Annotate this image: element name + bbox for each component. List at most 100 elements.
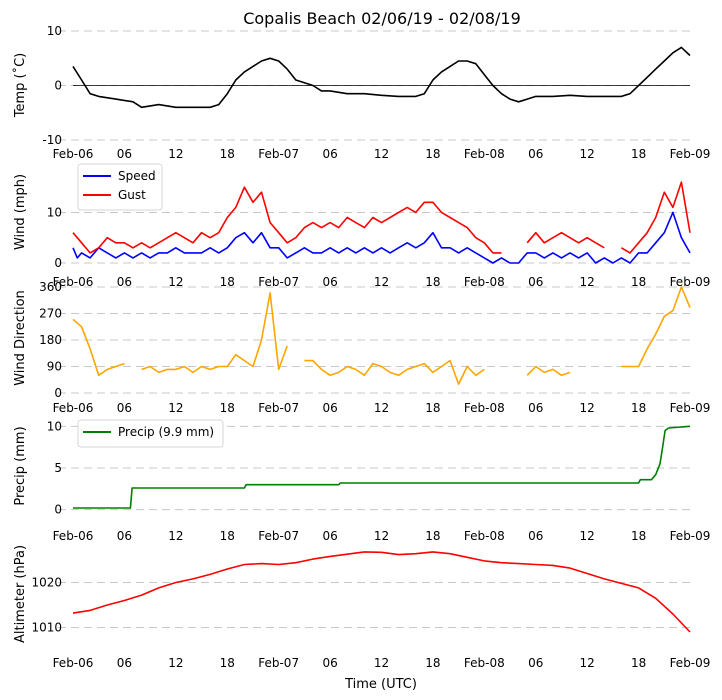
x-tick-label-dir-7: 18 [425, 401, 440, 415]
x-tick-label-alt-11: 18 [631, 656, 646, 670]
x-tick-label-wind-8: Feb-08 [464, 275, 505, 289]
legend-precip: Precip (9.9 mm) [77, 419, 224, 448]
x-tick-label-dir-1: 06 [117, 401, 132, 415]
y-tick-label-dir-1: 90 [47, 360, 62, 374]
y-axis-label-alt: Altimeter (hPa) [13, 545, 28, 643]
x-tick-label-alt-0: Feb-06 [53, 656, 94, 670]
x-tick-label-precip-11: 18 [631, 529, 646, 543]
x-tick-label-dir-3: 18 [220, 401, 235, 415]
x-tick-label-temp-7: 18 [425, 147, 440, 161]
y-axis-label-temp: Temp (˚C) [12, 53, 28, 119]
series-line-wind-0 [72, 211, 691, 264]
x-tick-label-alt-2: 12 [168, 656, 183, 670]
x-tick-label-wind-5: 06 [322, 275, 337, 289]
x-tick-label-temp-6: 12 [374, 147, 389, 161]
x-tick-label-dir-9: 06 [528, 401, 543, 415]
x-tick-label-wind-9: 06 [528, 275, 543, 289]
x-tick-label-alt-4: Feb-07 [258, 656, 299, 670]
x-tick-label-temp-11: 18 [631, 147, 646, 161]
x-tick-label-temp-1: 06 [117, 147, 132, 161]
y-tick-label-precip-0: 0 [54, 503, 62, 517]
panel-dir: 0 90 180 270 360 Wind Direction Feb-06 06 12 18 Fe… [13, 280, 710, 415]
series-line-precip-0 [73, 425, 691, 509]
x-tick-label-temp-4: Feb-07 [258, 147, 299, 161]
legend-label-wind-1: Gust [118, 188, 146, 202]
legend-wind: Speed Gust [77, 163, 163, 211]
x-tick-label-wind-3: 18 [220, 275, 235, 289]
x-tick-label-wind-11: 18 [631, 275, 646, 289]
x-tick-label-temp-12: Feb-09 [670, 147, 711, 161]
x-tick-label-precip-5: 06 [322, 529, 337, 543]
x-tick-label-wind-4: Feb-07 [258, 275, 299, 289]
x-tick-label-wind-7: 18 [425, 275, 440, 289]
x-tick-label-alt-10: 12 [580, 656, 595, 670]
x-tick-label-dir-8: Feb-08 [464, 401, 505, 415]
x-tick-label-alt-12: Feb-09 [670, 656, 711, 670]
x-axis-label: Time (UTC) [344, 677, 417, 692]
x-tick-label-dir-2: 12 [168, 401, 183, 415]
series-line-alt-0 [72, 551, 691, 633]
chart-title: Copalis Beach 02/06/19 - 02/08/19 [243, 9, 521, 28]
y-tick-label-alt-1: 1020 [31, 576, 62, 590]
x-tick-label-alt-5: 06 [322, 656, 337, 670]
y-tick-label-dir-4: 360 [39, 280, 62, 294]
y-axis-label-precip: Precip (mm) [13, 426, 28, 505]
y-tick-label-wind-0: 0 [54, 256, 62, 270]
x-tick-label-alt-6: 12 [374, 656, 389, 670]
y-tick-label-wind-1: 10 [47, 205, 62, 219]
x-tick-label-precip-6: 12 [374, 529, 389, 543]
y-tick-label-precip-2: 10 [47, 419, 62, 433]
x-tick-label-temp-3: 18 [220, 147, 235, 161]
x-tick-label-precip-9: 06 [528, 529, 543, 543]
legend-label-wind-0: Speed [118, 169, 156, 183]
y-tick-label-temp-0: -10 [42, 133, 62, 147]
x-tick-label-temp-0: Feb-06 [53, 147, 94, 161]
y-axis-label-dir: Wind Direction [13, 290, 28, 386]
x-tick-label-temp-5: 06 [322, 147, 337, 161]
x-tick-label-precip-7: 18 [425, 529, 440, 543]
x-tick-label-dir-5: 06 [322, 401, 337, 415]
x-tick-label-precip-12: Feb-09 [670, 529, 711, 543]
x-tick-label-temp-9: 06 [528, 147, 543, 161]
x-tick-label-precip-4: Feb-07 [258, 529, 299, 543]
x-tick-label-wind-10: 12 [580, 275, 595, 289]
x-tick-label-temp-10: 12 [580, 147, 595, 161]
x-tick-label-temp-8: Feb-08 [464, 147, 505, 161]
x-tick-label-precip-10: 12 [580, 529, 595, 543]
y-tick-label-dir-0: 0 [54, 386, 62, 400]
x-tick-label-temp-2: 12 [168, 147, 183, 161]
x-tick-label-alt-7: 18 [425, 656, 440, 670]
x-tick-label-dir-10: 12 [580, 401, 595, 415]
series-line-temp-0 [72, 46, 691, 109]
y-tick-label-precip-1: 5 [54, 461, 62, 475]
x-tick-label-precip-0: Feb-06 [53, 529, 94, 543]
x-tick-label-wind-12: Feb-09 [670, 275, 711, 289]
x-tick-label-dir-12: Feb-09 [670, 401, 711, 415]
y-axis-label-wind: Wind (mph) [13, 174, 28, 250]
x-tick-label-wind-6: 12 [374, 275, 389, 289]
x-tick-label-dir-0: Feb-06 [53, 401, 94, 415]
x-tick-label-dir-11: 18 [631, 401, 646, 415]
x-tick-label-wind-2: 12 [168, 275, 183, 289]
panel-temp: -10 0 10 Temp (˚C) Feb-06 06 12 18 Feb-07 06 12 18 F… [12, 24, 710, 161]
x-tick-label-precip-2: 12 [168, 529, 183, 543]
x-tick-label-precip-1: 06 [117, 529, 132, 543]
y-tick-label-temp-1: 0 [54, 79, 62, 93]
series-line-dir-0 [72, 286, 691, 385]
y-tick-label-temp-2: 10 [47, 24, 62, 38]
legend-box-precip [77, 419, 224, 448]
x-tick-label-precip-8: Feb-08 [464, 529, 505, 543]
x-tick-label-wind-0: Feb-06 [53, 275, 94, 289]
y-tick-label-dir-3: 270 [39, 307, 62, 321]
legend-label-precip-0: Precip (9.9 mm) [118, 425, 214, 439]
x-tick-label-dir-6: 12 [374, 401, 389, 415]
panel-precip: 0 5 10 Precip (mm) Feb-06 06 12 18 Feb-07 06 12 18 F… [13, 419, 710, 543]
series-line-wind-1 [72, 181, 691, 254]
y-tick-label-alt-0: 1010 [31, 621, 62, 635]
x-tick-label-alt-8: Feb-08 [464, 656, 505, 670]
panel-wind: 0 10 Wind (mph) Feb-06 06 12 18 Feb-07 06 12 18 Feb… [13, 163, 711, 289]
x-tick-label-alt-3: 18 [220, 656, 235, 670]
x-tick-label-dir-4: Feb-07 [258, 401, 299, 415]
x-tick-label-wind-1: 06 [117, 275, 132, 289]
